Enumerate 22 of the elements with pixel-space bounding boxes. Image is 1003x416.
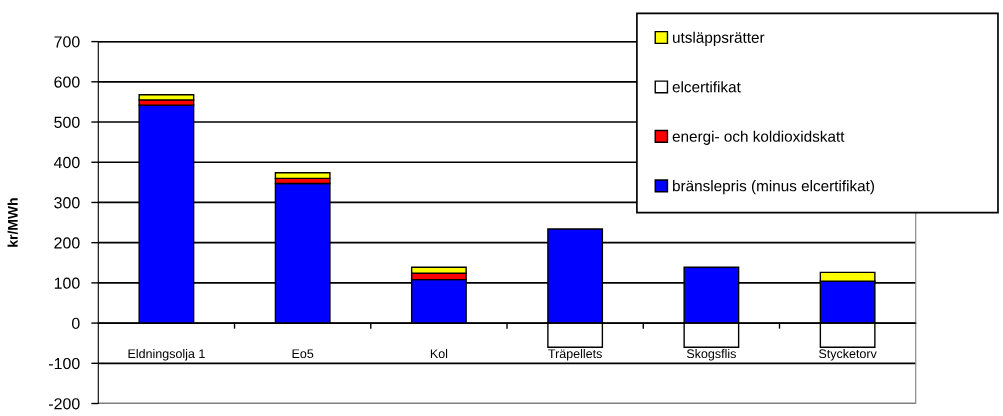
x-tick-label: Eo5 — [292, 349, 314, 359]
legend-label: utsläppsrätter — [673, 31, 765, 46]
y-tick-label: 200 — [54, 237, 80, 249]
bar — [274, 172, 331, 180]
legend-label: elcertifikat — [672, 81, 741, 93]
x-tick-label: Stycketorv — [819, 348, 877, 361]
y-tick-label: 100 — [54, 277, 80, 289]
x-tick-label: Kol — [430, 348, 448, 359]
y-tick-label: 0 — [71, 317, 80, 330]
x-tick-label: Träpellets — [548, 348, 602, 361]
y-axis-title: kr/MWh — [7, 198, 18, 247]
x-tick-label: Skogsflis — [686, 348, 736, 361]
y-tick-label: 600 — [54, 76, 80, 88]
legend-label: energi- och koldioxidskatt — [672, 130, 845, 145]
legend-label: bränslepris (minus elcertifikat) — [673, 180, 875, 195]
y-tick-label: -200 — [48, 398, 80, 410]
y-tick-label: 400 — [53, 156, 80, 169]
y-tick-label: 300 — [54, 197, 80, 209]
x-tick-label: Eldningsolja 1 — [128, 348, 205, 361]
y-tick-label: -100 — [48, 357, 80, 370]
y-tick-label: 700 — [54, 36, 80, 48]
y-tick-label: 500 — [54, 116, 80, 128]
